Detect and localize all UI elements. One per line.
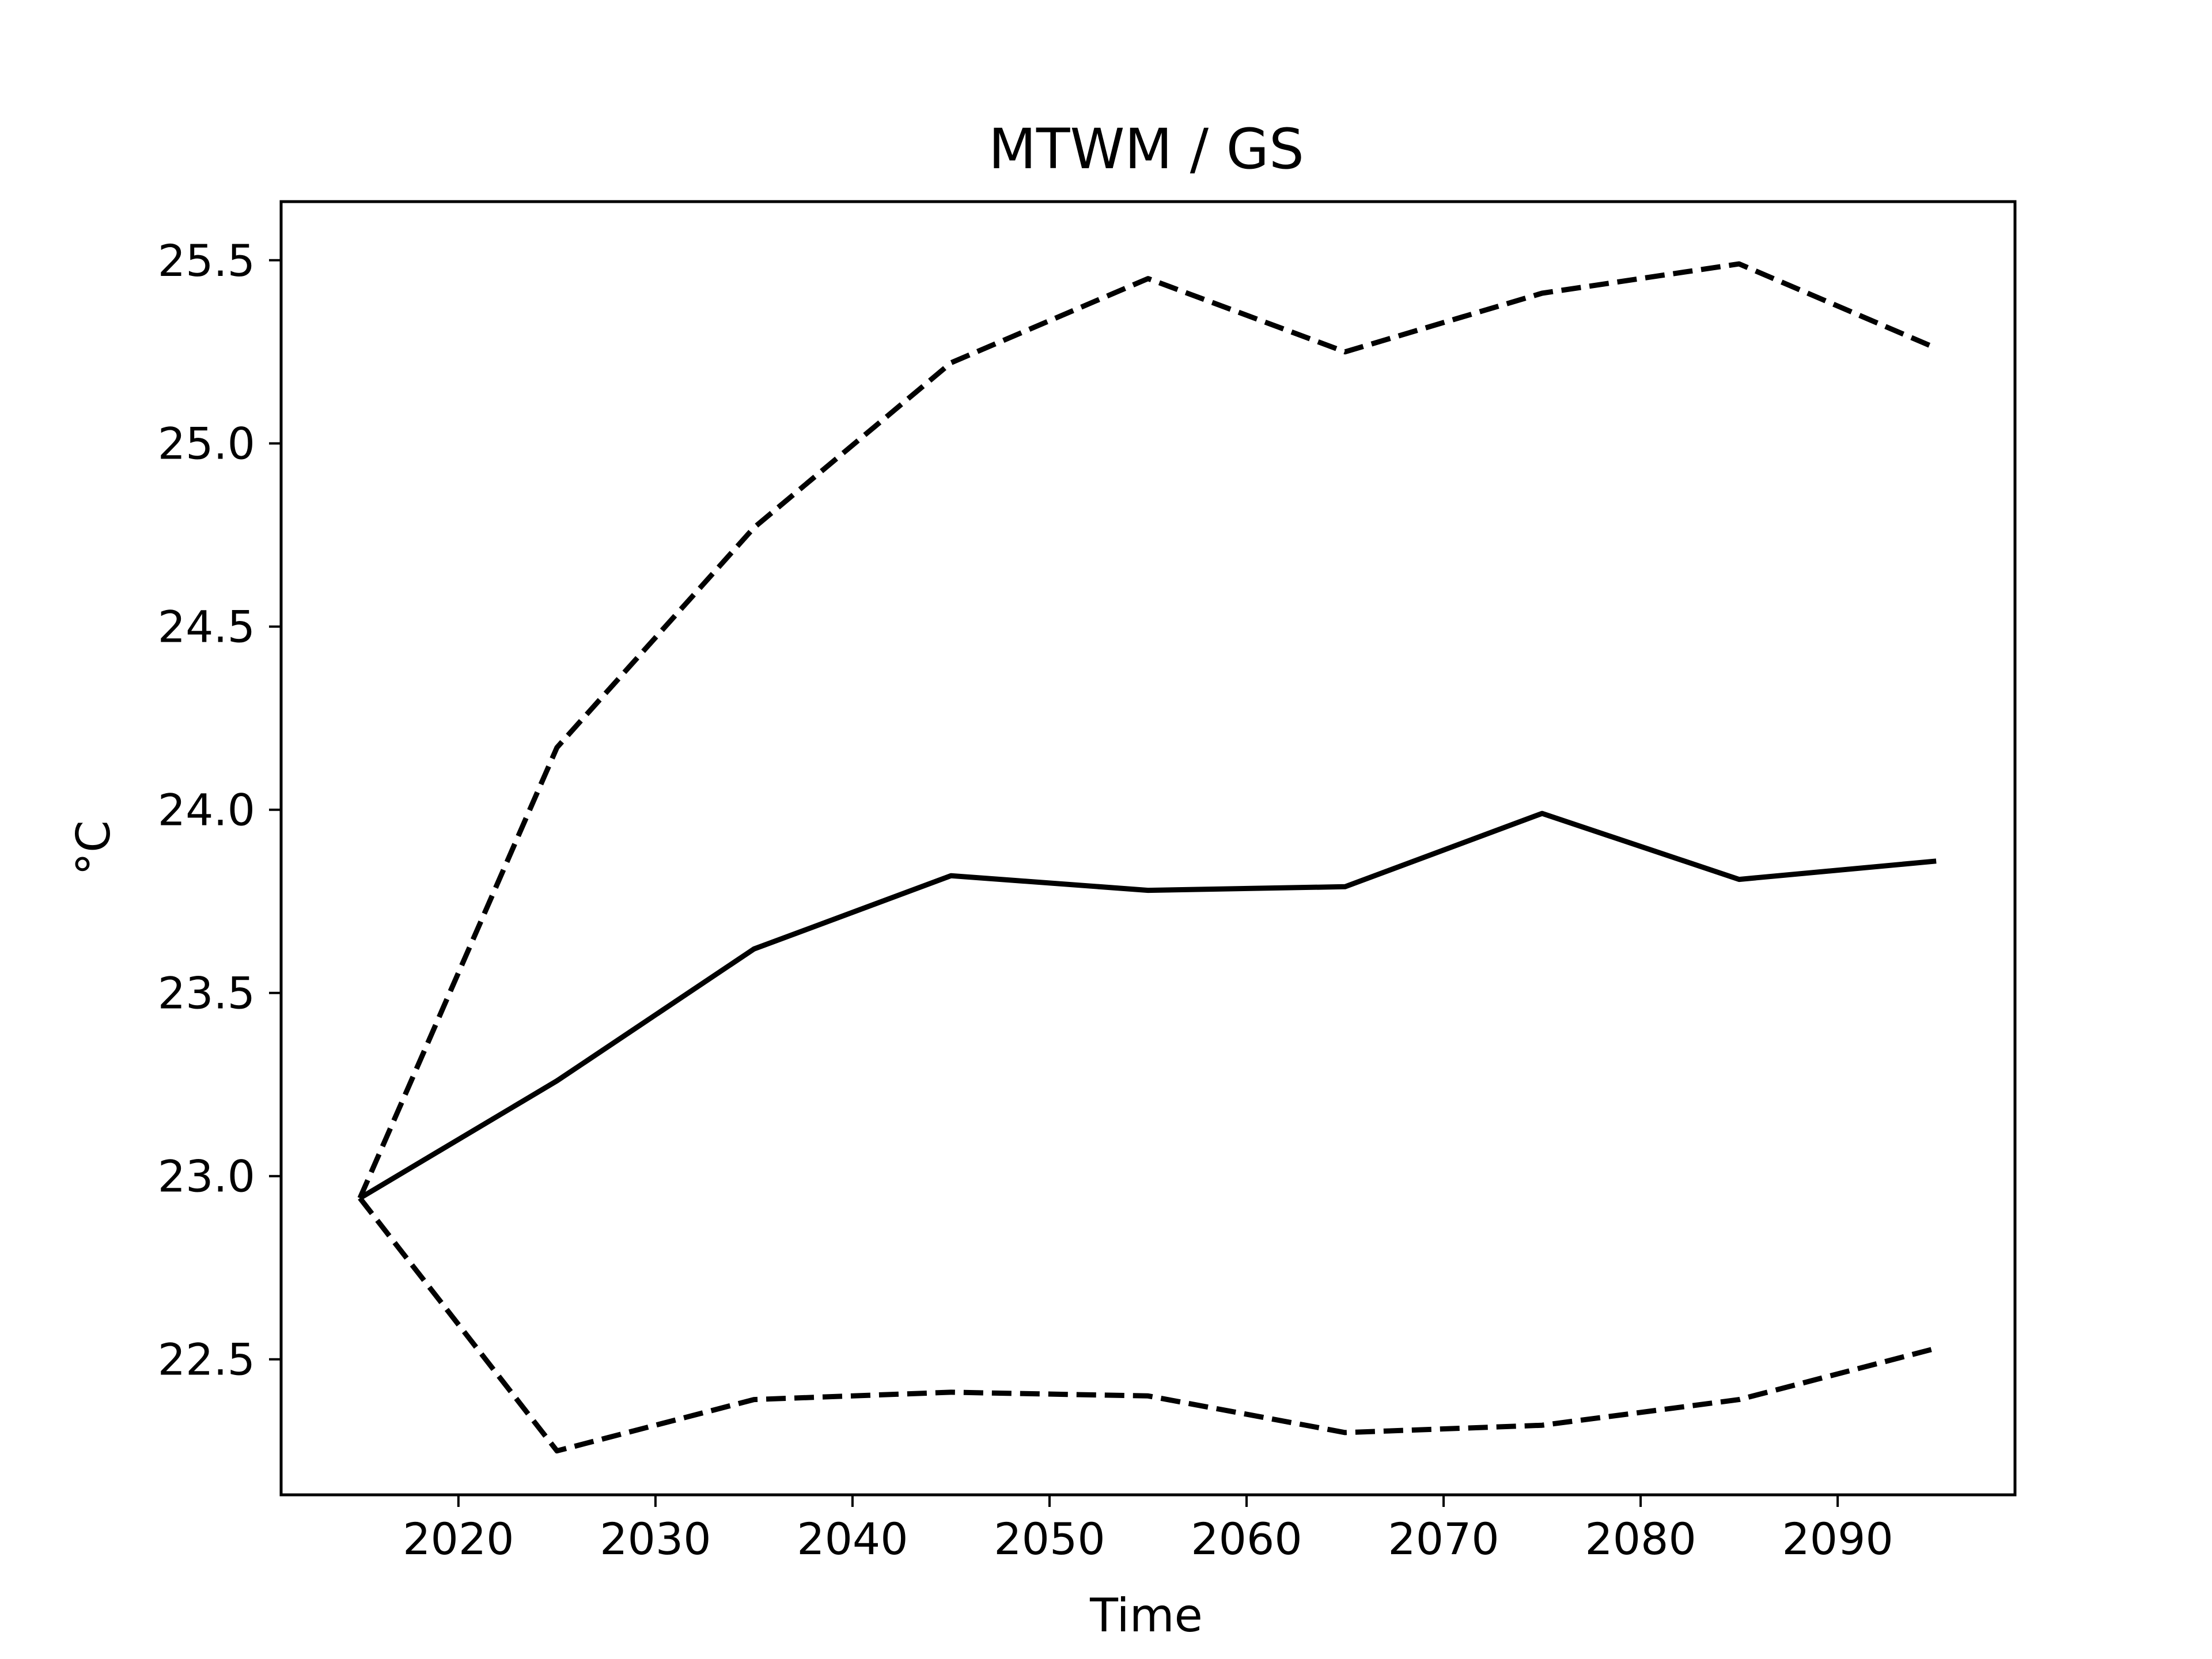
y-tick-label: 23.5 <box>158 968 255 1019</box>
y-tick-label: 23.0 <box>158 1151 255 1202</box>
chart-title: MTWM / GS <box>988 117 1304 181</box>
y-tick-label: 24.0 <box>158 785 255 836</box>
x-tick-label: 2050 <box>994 1513 1105 1565</box>
x-axis-ticks: 2020 2030 2040 2050 2060 2070 2080 2090 <box>403 1495 1893 1565</box>
plot-frame <box>279 200 2017 1497</box>
y-tick-label: 24.5 <box>158 601 255 653</box>
series-line-3 <box>358 1196 1937 1454</box>
series-line-2 <box>357 261 1937 1199</box>
x-tick-label: 2080 <box>1585 1513 1696 1565</box>
x-tick-label: 2090 <box>1782 1513 1893 1565</box>
x-tick-label: 2030 <box>600 1513 711 1565</box>
x-tick-label: 2020 <box>403 1513 514 1565</box>
x-tick-label: 2070 <box>1388 1513 1499 1565</box>
x-tick-label: 2040 <box>797 1513 908 1565</box>
x-tick-label: 2060 <box>1191 1513 1302 1565</box>
y-axis-label: °C <box>67 820 120 876</box>
y-tick-label: 25.5 <box>158 235 255 286</box>
series-line-1 <box>358 810 1937 1200</box>
y-tick-label: 25.0 <box>158 418 255 469</box>
series-lines <box>357 261 1937 1454</box>
y-tick-label: 22.5 <box>158 1334 255 1385</box>
x-axis-label: Time <box>1089 1589 1203 1642</box>
y-axis-ticks: 22.5 23.0 23.5 24.0 24.5 25.0 25.5 <box>158 235 281 1385</box>
